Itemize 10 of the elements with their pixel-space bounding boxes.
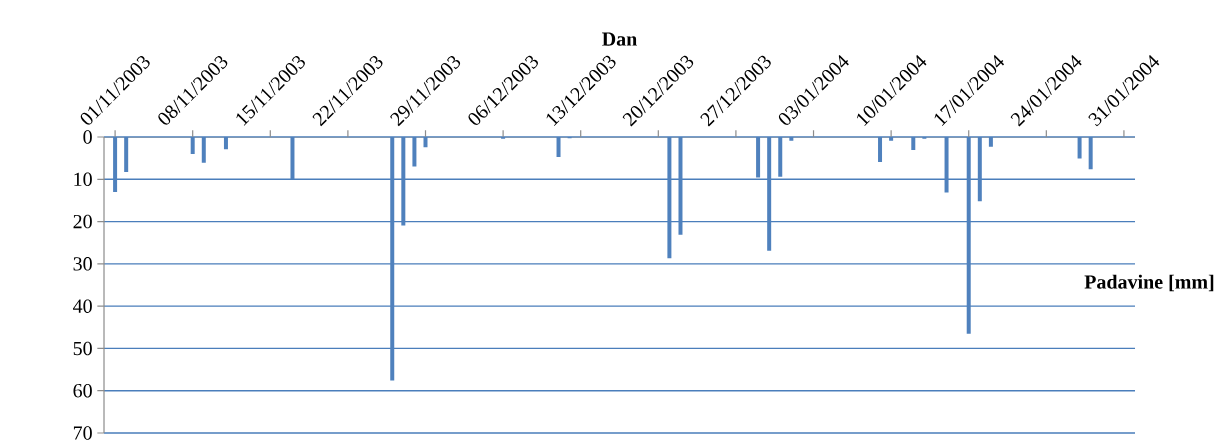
y-tick-label: 50 xyxy=(73,341,92,356)
y-tick-label: 0 xyxy=(83,130,92,144)
x-axis-title: Dan xyxy=(602,32,637,46)
y-tick-label: 40 xyxy=(73,299,92,313)
y-tick-label: 20 xyxy=(73,214,92,229)
y-tick-label: 70 xyxy=(73,426,92,440)
y-axis-title: Padavine [mm] xyxy=(1084,274,1214,292)
y-tick-label: 60 xyxy=(73,383,92,398)
y-tick-label: 10 xyxy=(74,172,92,187)
y-tick-label: 30 xyxy=(73,257,92,271)
